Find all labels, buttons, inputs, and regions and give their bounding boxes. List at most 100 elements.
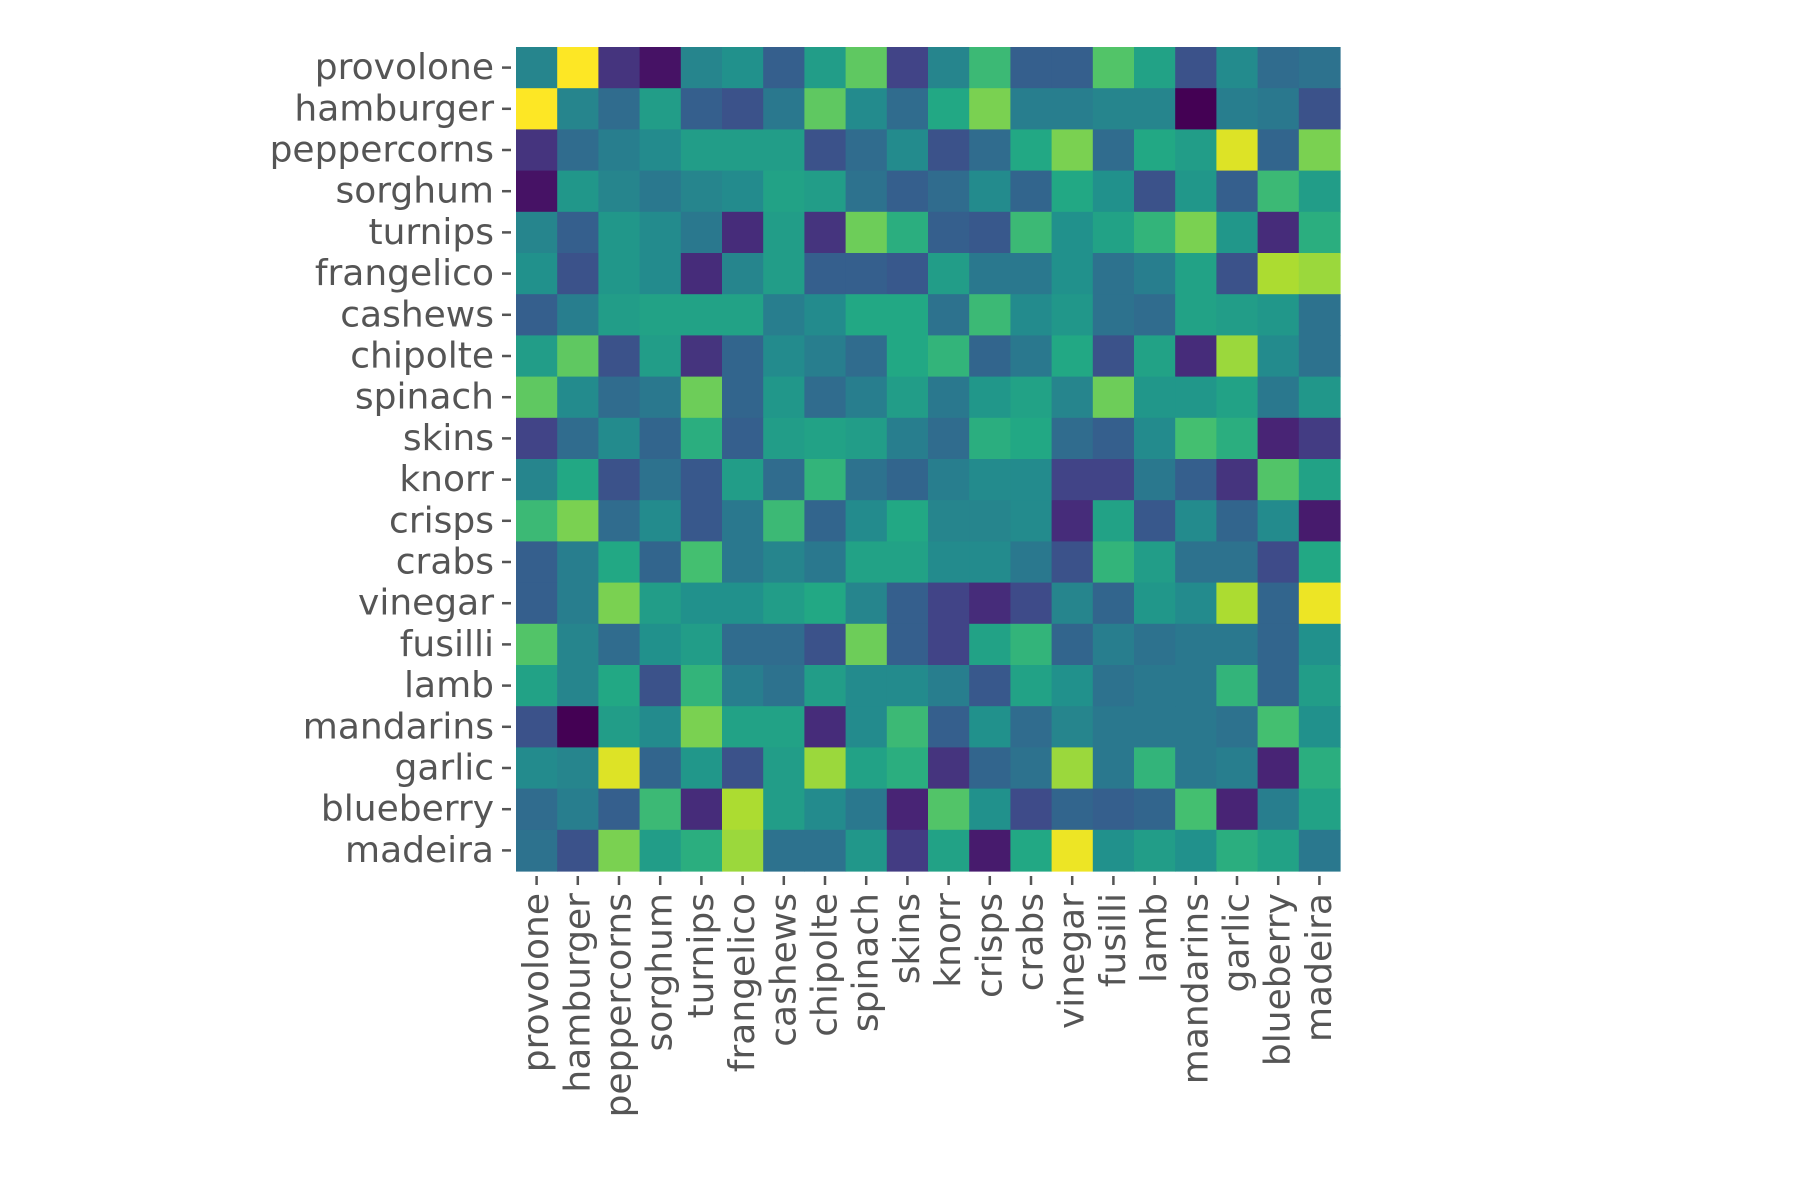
heatmap-cell-skins-cashews	[763, 417, 805, 460]
heatmap-cell-crisps-provolone	[516, 500, 558, 542]
heatmap-cell-knorr-spinach	[845, 459, 888, 501]
heatmap-cell-crabs-vinegar	[1051, 541, 1094, 584]
heatmap-cell-frangelico-frangelico	[722, 253, 764, 295]
heatmap-cell-vinegar-provolone	[516, 582, 558, 625]
heatmap-cell-mandarins-frangelico	[722, 706, 764, 748]
heatmap-cell-mandarins-mandarins	[1175, 706, 1217, 748]
heatmap-cell-madeira-turnips	[680, 829, 723, 872]
heatmap-cell-provolone-knorr	[928, 47, 970, 89]
heatmap-cell-garlic-lamb	[1134, 747, 1176, 790]
heatmap-cell-provolone-provolone	[516, 47, 558, 89]
heatmap-cell-blueberry-blueberry	[1257, 788, 1300, 831]
heatmap-cell-crisps-crabs	[1010, 500, 1053, 542]
x-tick-label: garlic	[1217, 893, 1258, 993]
heatmap-cell-garlic-crisps	[969, 747, 1011, 790]
y-tick-label: lamb	[404, 665, 494, 706]
heatmap-cell-chipolte-cashews	[763, 335, 805, 378]
heatmap-cell-crisps-skins	[886, 500, 929, 542]
heatmap-cell-provolone-madeira	[1298, 47, 1341, 89]
y-tick-label: garlic	[394, 748, 494, 789]
heatmap-cell-sorghum-chipolte	[804, 170, 847, 213]
heatmap-cell-chipolte-spinach	[845, 335, 888, 378]
heatmap-cell-vinegar-knorr	[928, 582, 970, 625]
heatmap-cell-turnips-vinegar	[1051, 211, 1094, 254]
heatmap-cell-vinegar-garlic	[1216, 582, 1259, 625]
heatmap-cell-blueberry-cashews	[763, 788, 805, 831]
heatmap-cell-fusilli-spinach	[845, 623, 888, 666]
heatmap-cell-frangelico-mandarins	[1175, 253, 1217, 295]
x-tick-label: mandarins	[1175, 893, 1216, 1084]
heatmap-cell-cashews-crabs	[1010, 294, 1053, 336]
heatmap-cell-spinach-cashews	[763, 376, 805, 419]
heatmap-cell-fusilli-knorr	[928, 623, 970, 666]
heatmap-cell-chipolte-vinegar	[1051, 335, 1094, 378]
heatmap-cell-provolone-turnips	[680, 47, 723, 89]
heatmap-cell-peppercorns-spinach	[845, 129, 888, 172]
heatmap-cell-skins-knorr	[928, 417, 970, 460]
heatmap-cell-lamb-crabs	[1010, 665, 1053, 707]
heatmap-cell-chipolte-blueberry	[1257, 335, 1300, 378]
heatmap-cell-fusilli-vinegar	[1051, 623, 1094, 666]
heatmap-cell-garlic-turnips	[680, 747, 723, 790]
heatmap-cell-provolone-fusilli	[1092, 47, 1135, 89]
heatmap-cell-crisps-crisps	[969, 500, 1011, 542]
heatmap-cell-vinegar-peppercorns	[598, 582, 641, 625]
heatmap-cell-frangelico-skins	[886, 253, 929, 295]
heatmap-cell-chipolte-knorr	[928, 335, 970, 378]
heatmap-cell-vinegar-spinach	[845, 582, 888, 625]
heatmap-cell-fusilli-hamburger	[557, 623, 599, 666]
heatmap-cell-spinach-peppercorns	[598, 376, 641, 419]
heatmap-cell-spinach-blueberry	[1257, 376, 1300, 419]
heatmap-cell-skins-fusilli	[1092, 417, 1135, 460]
heatmap-cell-crisps-mandarins	[1175, 500, 1217, 542]
heatmap-cell-hamburger-vinegar	[1051, 88, 1094, 130]
heatmap-cell-garlic-sorghum	[639, 747, 682, 790]
x-tick-label: cashews	[763, 893, 804, 1047]
heatmap-cell-hamburger-frangelico	[722, 88, 764, 130]
heatmap-cell-fusilli-madeira	[1298, 623, 1341, 666]
heatmap-cell-sorghum-madeira	[1298, 170, 1341, 213]
heatmap-cell-frangelico-cashews	[763, 253, 805, 295]
heatmap-cell-spinach-sorghum	[639, 376, 682, 419]
heatmap-cell-spinach-garlic	[1216, 376, 1259, 419]
heatmap-cell-chipolte-sorghum	[639, 335, 682, 378]
heatmap-cell-madeira-peppercorns	[598, 829, 641, 872]
heatmap-cell-turnips-frangelico	[722, 211, 764, 254]
heatmap-cell-crabs-turnips	[680, 541, 723, 584]
heatmap-cell-mandarins-chipolte	[804, 706, 847, 748]
heatmap-cell-mandarins-turnips	[680, 706, 723, 748]
heatmap-cell-provolone-lamb	[1134, 47, 1176, 89]
heatmap-cell-hamburger-provolone	[516, 88, 558, 130]
heatmap-cell-peppercorns-madeira	[1298, 129, 1341, 172]
heatmap-cell-frangelico-lamb	[1134, 253, 1176, 295]
heatmap-cell-madeira-mandarins	[1175, 829, 1217, 872]
heatmap-cell-mandarins-crabs	[1010, 706, 1053, 748]
heatmap-cell-crabs-cashews	[763, 541, 805, 584]
heatmap-cell-garlic-spinach	[845, 747, 888, 790]
x-tick-label: sorghum	[640, 893, 681, 1052]
heatmap-cell-peppercorns-hamburger	[557, 129, 599, 172]
heatmap-cell-sorghum-mandarins	[1175, 170, 1217, 213]
heatmap-cell-turnips-mandarins	[1175, 211, 1217, 254]
x-tick-label: blueberry	[1258, 893, 1299, 1066]
heatmap-cell-turnips-crabs	[1010, 211, 1053, 254]
heatmap-cell-vinegar-crabs	[1010, 582, 1053, 625]
heatmap-cell-madeira-blueberry	[1257, 829, 1300, 872]
x-axis: provolone hamburger peppercorns sorghum turn…	[516, 876, 1340, 1117]
heatmap-cell-mandarins-knorr	[928, 706, 970, 748]
heatmap-cell-sorghum-skins	[886, 170, 929, 213]
heatmap-cell-crabs-knorr	[928, 541, 970, 584]
heatmap-cell-crisps-cashews	[763, 500, 805, 542]
x-tick-label: knorr	[928, 893, 969, 988]
heatmap-cell-fusilli-peppercorns	[598, 623, 641, 666]
heatmap-cell-peppercorns-mandarins	[1175, 129, 1217, 172]
heatmap-cell-blueberry-madeira	[1298, 788, 1341, 831]
heatmap-cell-spinach-provolone	[516, 376, 558, 419]
heatmap-cell-crisps-spinach	[845, 500, 888, 542]
heatmap-cell-cashews-mandarins	[1175, 294, 1217, 336]
heatmap-cell-madeira-knorr	[928, 829, 970, 872]
heatmap-cell-hamburger-cashews	[763, 88, 805, 130]
heatmap-cell-cashews-spinach	[845, 294, 888, 336]
heatmap-cell-skins-crabs	[1010, 417, 1053, 460]
heatmap-cell-frangelico-chipolte	[804, 253, 847, 295]
